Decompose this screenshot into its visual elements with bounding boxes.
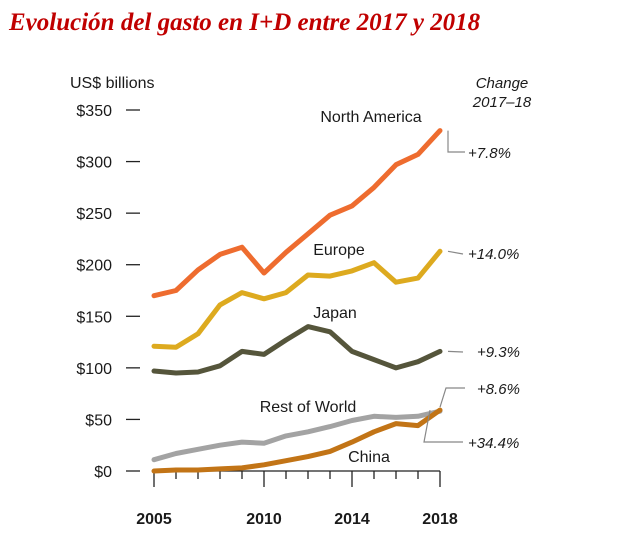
y-tick-label: $300 xyxy=(76,155,112,172)
change-leader-line xyxy=(439,387,465,408)
change-value-rest-of-world: +8.6% xyxy=(477,381,520,398)
change-value-china: +34.4% xyxy=(468,435,519,452)
x-tick-label: 2005 xyxy=(136,511,172,528)
change-leader-line xyxy=(447,250,464,255)
y-tick-label: $0 xyxy=(94,464,112,481)
change-leader-line xyxy=(423,410,463,443)
x-tick-label: 2018 xyxy=(422,511,458,528)
series-label-europe: Europe xyxy=(313,242,365,259)
y-tick-label: $50 xyxy=(85,412,112,429)
y-axis-label: US$ billions xyxy=(70,75,154,92)
series-line-rest-of-world xyxy=(151,408,443,463)
change-value-japan: +9.3% xyxy=(477,344,520,361)
change-leader-line xyxy=(447,130,465,153)
series-line-china xyxy=(151,407,443,474)
series-line-europe xyxy=(151,248,443,350)
chart-title: Evolución del gasto en I+D entre 2017 y … xyxy=(8,9,481,36)
change-leader-line xyxy=(447,350,464,353)
series-labels: North America Europe Japan Rest of World Chi… xyxy=(260,109,422,466)
y-tick-label: $200 xyxy=(76,258,112,275)
change-header-line2: 2017–18 xyxy=(472,94,532,111)
series-label-rest-of-world: Rest of World xyxy=(260,399,357,416)
y-tick-label: $250 xyxy=(76,206,112,223)
change-value-north-america: +7.8% xyxy=(468,145,511,162)
change-header-line1: Change xyxy=(476,75,529,92)
series-line-north-america xyxy=(151,128,443,299)
y-tick-label: $100 xyxy=(76,361,112,378)
y-axis: $0 $50 $100 $150 $200 $250 $300 $350 xyxy=(76,103,140,481)
series-label-north-america: North America xyxy=(320,109,421,126)
y-tick-label: $150 xyxy=(76,309,112,326)
series-label-japan: Japan xyxy=(313,305,357,322)
x-tick-label: 2010 xyxy=(246,511,282,528)
y-tick-label: $350 xyxy=(76,103,112,120)
series-line-japan xyxy=(151,324,443,376)
x-axis: 2005 2010 2014 2018 xyxy=(136,470,458,528)
x-tick-label: 2014 xyxy=(334,511,370,528)
change-value-europe: +14.0% xyxy=(468,246,519,263)
series-label-china: China xyxy=(348,449,390,466)
series-lines xyxy=(151,128,443,474)
change-callouts: +7.8% +14.0% +9.3% +8.6% +34.4% xyxy=(423,130,520,452)
